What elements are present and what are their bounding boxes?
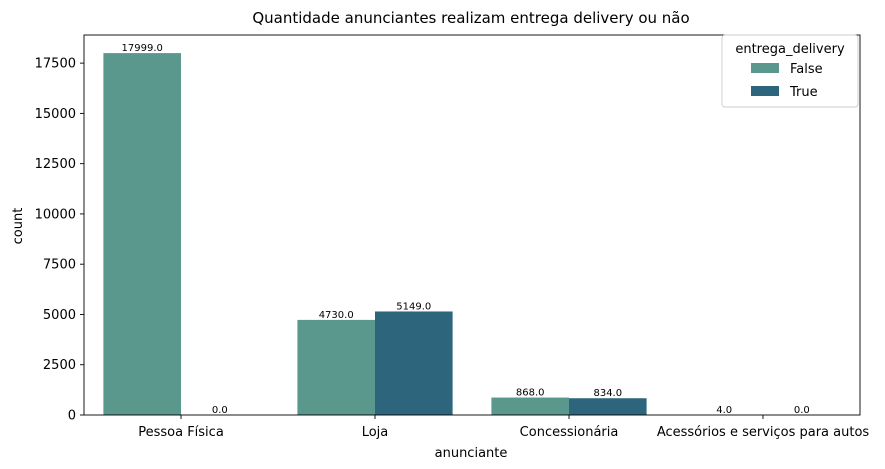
data-label: 5149.0 xyxy=(396,301,431,312)
y-tick-label: 5000 xyxy=(43,308,76,323)
x-tick-label: Loja xyxy=(362,425,389,440)
legend-title: entrega_delivery xyxy=(735,42,845,57)
bar-true-1 xyxy=(375,311,453,415)
legend-label-false: False xyxy=(790,62,823,77)
x-axis-label: anunciante xyxy=(435,446,508,461)
plot-area-frame xyxy=(83,34,861,416)
data-label: 834.0 xyxy=(593,388,622,399)
data-label: 4.0 xyxy=(716,405,732,416)
data-label: 0.0 xyxy=(794,405,810,416)
x-tick-label: Concessionária xyxy=(520,425,619,440)
bar-false-1 xyxy=(297,319,375,415)
x-tick-label: Pessoa Física xyxy=(138,425,224,440)
y-tick-label: 10000 xyxy=(35,207,76,222)
x-tick-label: Acessórios e serviços para autos xyxy=(657,425,870,440)
bar-true-2 xyxy=(569,398,647,415)
chart-title: Quantidade anunciantes realizam entrega … xyxy=(252,9,689,27)
y-tick-label: 15000 xyxy=(35,107,76,122)
y-tick-label: 0 xyxy=(68,409,76,424)
data-label: 17999.0 xyxy=(122,43,163,54)
legend-label-true: True xyxy=(789,85,818,100)
y-tick-label: 7500 xyxy=(43,258,76,273)
legend: entrega_delivery False True xyxy=(721,34,859,108)
y-tick-label: 17500 xyxy=(35,57,76,72)
bar-false-0 xyxy=(103,53,181,416)
bar-false-2 xyxy=(491,397,569,415)
legend-swatch-true xyxy=(751,86,779,96)
data-label: 868.0 xyxy=(516,388,545,399)
y-tick-label: 12500 xyxy=(35,157,76,172)
y-axis-label: count xyxy=(11,208,26,245)
data-label: 4730.0 xyxy=(319,310,354,321)
y-tick-label: 2500 xyxy=(43,358,76,373)
data-label: 0.0 xyxy=(212,405,228,416)
legend-swatch-false xyxy=(751,63,779,73)
